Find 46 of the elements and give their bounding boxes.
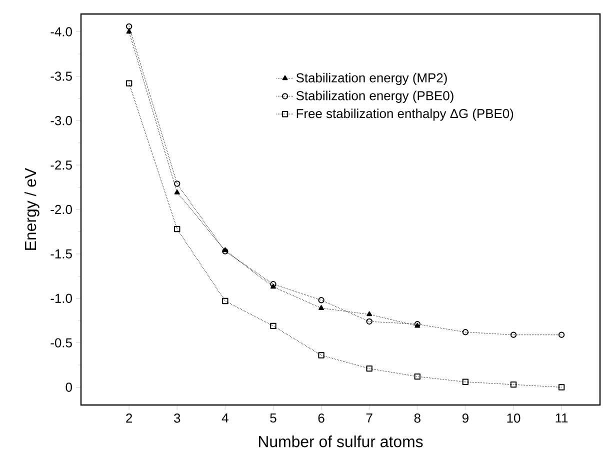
point xyxy=(462,329,469,336)
point xyxy=(174,226,180,232)
point xyxy=(174,180,180,187)
point xyxy=(126,23,132,30)
y-tick-label: -1.0 xyxy=(50,294,72,303)
y-axis-title: Energy / eV xyxy=(24,168,40,250)
point xyxy=(462,378,469,385)
x-tick-label: 9 xyxy=(462,414,468,423)
point xyxy=(366,318,372,325)
point xyxy=(126,80,132,86)
point xyxy=(174,190,180,194)
legend-label: Stabilization energy (MP2) xyxy=(296,72,447,85)
point xyxy=(270,281,276,288)
y-tick-label: -0.5 xyxy=(50,338,72,348)
x-tick-label: 2 xyxy=(126,414,132,423)
point xyxy=(558,332,565,338)
point xyxy=(318,297,324,304)
y-tick-label: -2.5 xyxy=(50,160,72,170)
y-tick-label: -1.5 xyxy=(50,249,72,258)
point xyxy=(318,352,324,358)
x-tick-label: 11 xyxy=(556,414,568,422)
point xyxy=(510,332,517,338)
point xyxy=(366,311,372,316)
y-tick-label: -3.0 xyxy=(50,116,72,126)
x-tick-label: 7 xyxy=(366,414,372,422)
y-tick-label: 0 xyxy=(66,382,72,392)
x-axis-title: Number of sulfur atoms xyxy=(258,436,423,448)
point xyxy=(414,373,420,380)
x-tick-label: 6 xyxy=(318,414,324,423)
y-tick-label: -2.0 xyxy=(50,204,72,214)
x-tick-label: 4 xyxy=(222,414,228,422)
y-tick-label: -4.0 xyxy=(50,27,72,36)
point xyxy=(366,365,372,372)
legend-label: Stabilization energy (PBE0) xyxy=(296,90,454,103)
legend-label: Free stabilization enthalpy ΔG (PBE0) xyxy=(296,108,514,121)
x-tick-label: 8 xyxy=(414,414,420,423)
point xyxy=(270,322,276,330)
point xyxy=(558,384,565,390)
point xyxy=(126,28,132,34)
point xyxy=(318,305,324,310)
x-tick-label: 10 xyxy=(507,414,520,423)
y-tick-label: -3.5 xyxy=(50,72,72,81)
point xyxy=(510,381,517,388)
x-tick-label: 5 xyxy=(270,414,276,423)
point xyxy=(222,298,228,304)
x-tick-label: 3 xyxy=(174,414,180,423)
